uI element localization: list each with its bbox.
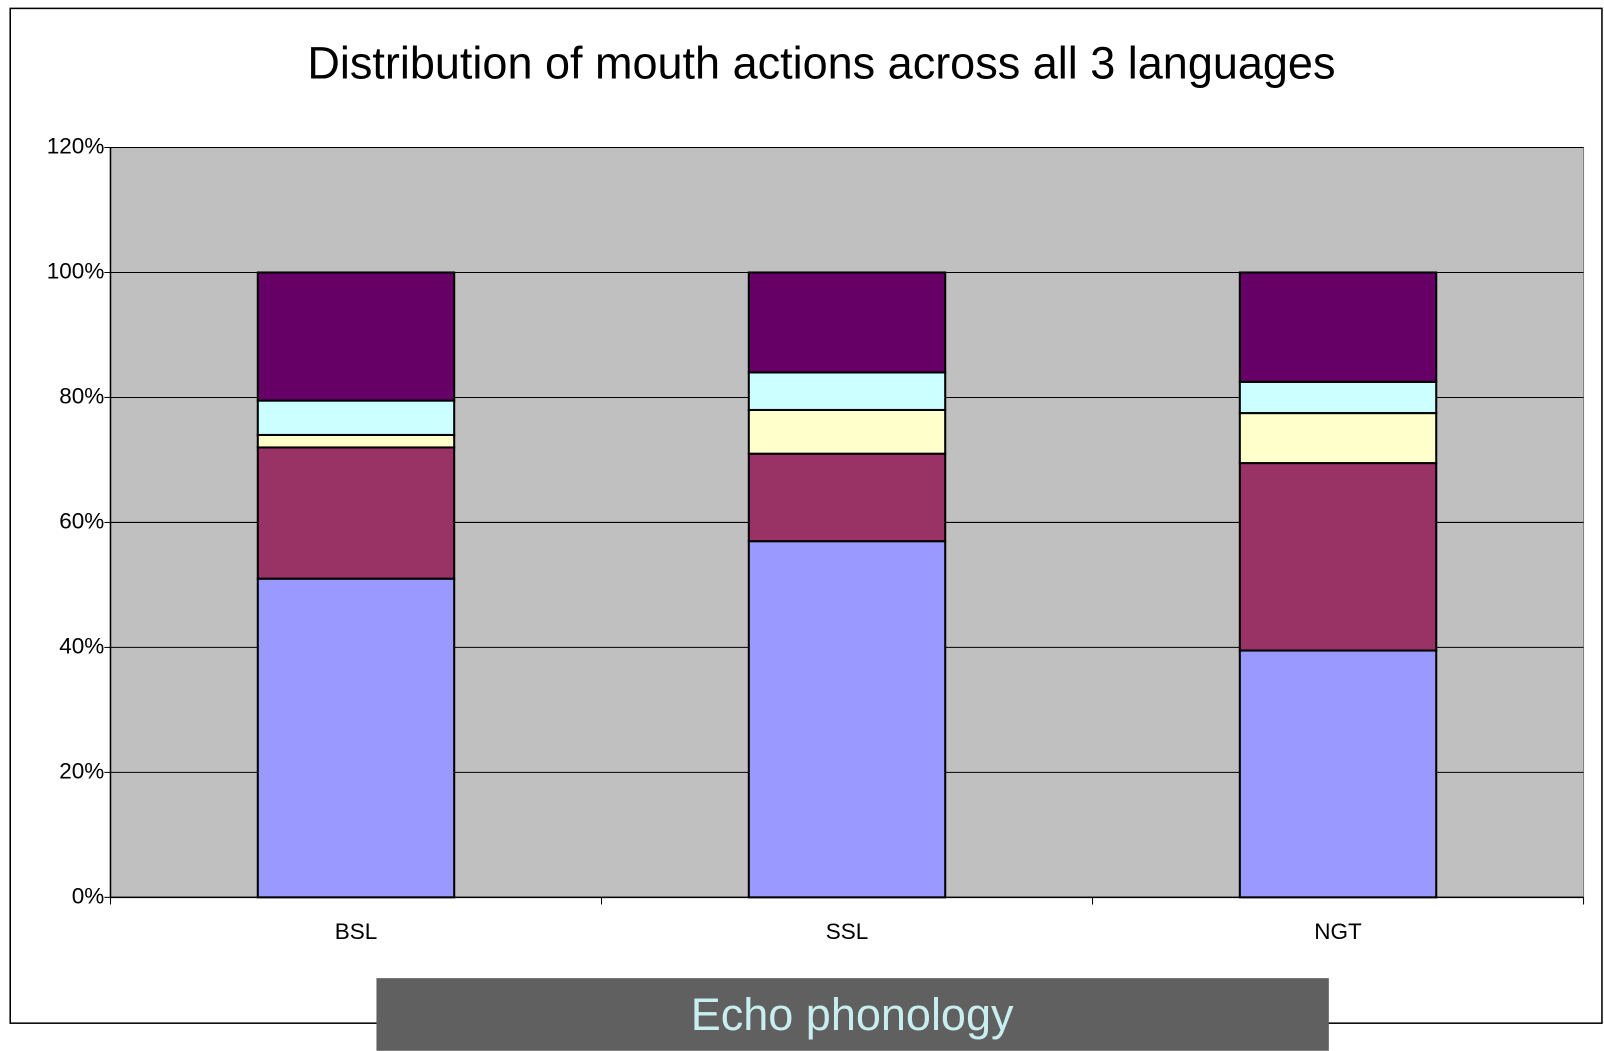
bar-segment [256, 446, 456, 580]
bar-segment [256, 433, 456, 449]
y-tick-label: 20% [59, 758, 104, 783]
annotation-box [376, 978, 1329, 1051]
bar-segment [256, 577, 456, 899]
bar-segment [747, 408, 947, 455]
bar-segment [256, 399, 456, 436]
x-tick-label: NGT [1314, 919, 1362, 944]
annotation: Echo phonology [691, 989, 1014, 1040]
bar-segment [1238, 271, 1438, 383]
bar-segment [747, 271, 947, 374]
y-tick-label: 80% [59, 383, 104, 408]
x-tick-label: BSL [335, 919, 378, 944]
y-tick-label: 120% [47, 133, 105, 158]
chart-title: Distribution of mouth actions across all… [307, 38, 1335, 89]
y-tick-label: 40% [59, 633, 104, 658]
bar-segment [747, 540, 947, 899]
bar-segment [747, 371, 947, 411]
y-tick-label: 60% [59, 508, 104, 533]
y-tick-label: 0% [72, 883, 105, 908]
x-tick-label: SSL [826, 919, 869, 944]
bar-segment [1238, 649, 1438, 899]
bar-segment [1238, 380, 1438, 415]
bar-segment [747, 452, 947, 543]
bar-segment [256, 271, 456, 402]
bar-segment [1238, 462, 1438, 652]
y-tick-label: 100% [47, 258, 105, 283]
bar-segment [1238, 412, 1438, 465]
